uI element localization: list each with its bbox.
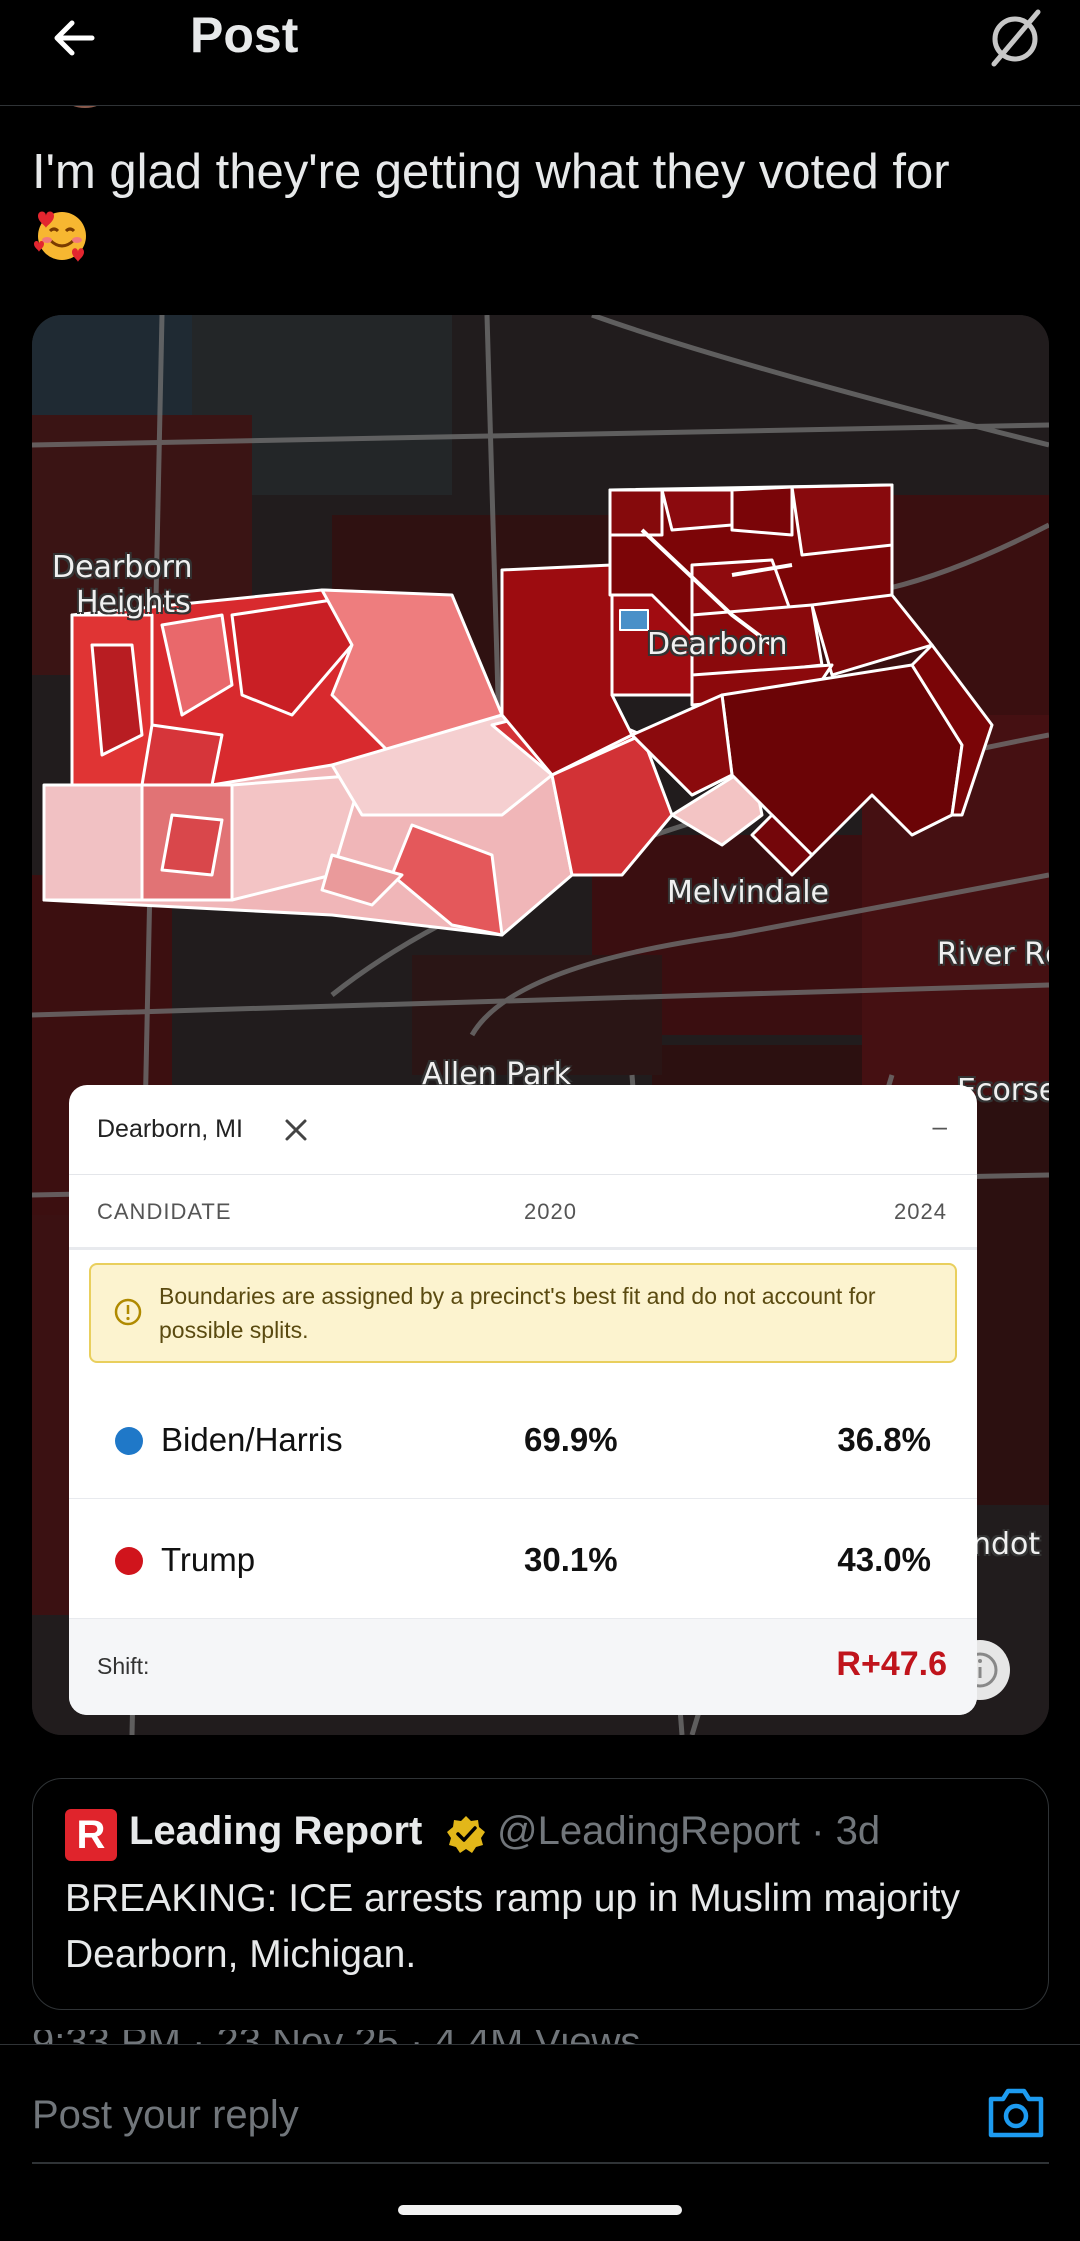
candidate-name: Trump bbox=[161, 1541, 256, 1578]
leading-report-logo: R bbox=[65, 1809, 117, 1861]
candidate-name: Biden/Harris bbox=[161, 1421, 343, 1458]
reply-bar: Post your reply bbox=[0, 2044, 1080, 2241]
map-label-melvindale: Melvindale bbox=[667, 875, 829, 910]
quote-author-name: Leading Report bbox=[129, 1809, 423, 1853]
shift-value: R+47.6 bbox=[836, 1645, 947, 1683]
column-2024: 2024 bbox=[894, 1199, 947, 1224]
column-2020: 2020 bbox=[524, 1199, 577, 1224]
quoted-post[interactable]: R Leading Report @LeadingReport · 3d BRE… bbox=[32, 1778, 1049, 2010]
page-title: Post bbox=[190, 7, 299, 63]
grok-icon[interactable] bbox=[980, 4, 1050, 74]
shift-row: Shift: R+47.6 bbox=[69, 1619, 977, 1715]
notice-text: Boundaries are assigned by a precinct's … bbox=[159, 1283, 876, 1343]
quote-handle: @LeadingReport · 3d bbox=[497, 1809, 881, 1853]
camera-icon[interactable] bbox=[985, 2085, 1047, 2141]
reply-input[interactable]: Post your reply bbox=[32, 2093, 299, 2137]
candidate-color-dot bbox=[115, 1427, 143, 1455]
notice-banner: Boundaries are assigned by a precinct's … bbox=[89, 1263, 957, 1363]
quote-text: BREAKING: ICE arrests ramp up in Muslim … bbox=[65, 1877, 961, 1976]
candidate-row: Trump 30.1% 43.0% bbox=[69, 1499, 977, 1619]
map-label-heights: Heights bbox=[76, 585, 191, 620]
close-icon[interactable] bbox=[279, 1113, 313, 1147]
home-indicator[interactable] bbox=[398, 2205, 682, 2215]
map-label-dearborn-heights: Dearborn bbox=[52, 550, 193, 585]
map-label-wyandotte: ndot bbox=[972, 1527, 1041, 1562]
candidate-2020: 30.1% bbox=[524, 1541, 618, 1578]
post-text: I'm glad they're getting what they voted… bbox=[32, 145, 950, 199]
post-image[interactable]: Dearborn Heights Dearborn Melvindale Riv… bbox=[32, 315, 1049, 1735]
column-headers: CANDIDATE 2020 2024 bbox=[69, 1175, 977, 1250]
candidate-2020: 69.9% bbox=[524, 1421, 618, 1458]
candidate-2024: 36.8% bbox=[837, 1421, 931, 1458]
column-candidate: CANDIDATE bbox=[97, 1199, 232, 1224]
top-bar: Post bbox=[0, 0, 1080, 106]
verified-badge-icon bbox=[447, 1816, 485, 1853]
warning-icon bbox=[114, 1298, 142, 1326]
minimize-button[interactable]: – bbox=[932, 1111, 947, 1141]
map-label-dearborn: Dearborn bbox=[647, 627, 788, 662]
results-card-header: Dearborn, MI – bbox=[69, 1085, 977, 1175]
smiling-face-with-hearts-icon bbox=[34, 211, 86, 262]
post-metadata: 9:33 PM · 23 Nov 25 · 4.4M Views bbox=[32, 2030, 640, 2046]
divider bbox=[32, 2162, 1049, 2164]
back-arrow-icon[interactable] bbox=[44, 8, 104, 68]
map-label-river-rouge: River Rc bbox=[937, 937, 1049, 972]
candidate-2024: 43.0% bbox=[837, 1541, 931, 1578]
location-title: Dearborn, MI bbox=[97, 1115, 243, 1143]
candidate-row: Biden/Harris 69.9% 36.8% bbox=[69, 1379, 977, 1499]
post-metadata-text: 9:33 PM · 23 Nov 25 · 4.4M Views bbox=[32, 2030, 640, 2046]
shift-label: Shift: bbox=[97, 1653, 150, 1679]
candidate-color-dot bbox=[115, 1547, 143, 1575]
results-card: Dearborn, MI – CANDIDATE 2020 2024 Bound… bbox=[69, 1085, 977, 1715]
